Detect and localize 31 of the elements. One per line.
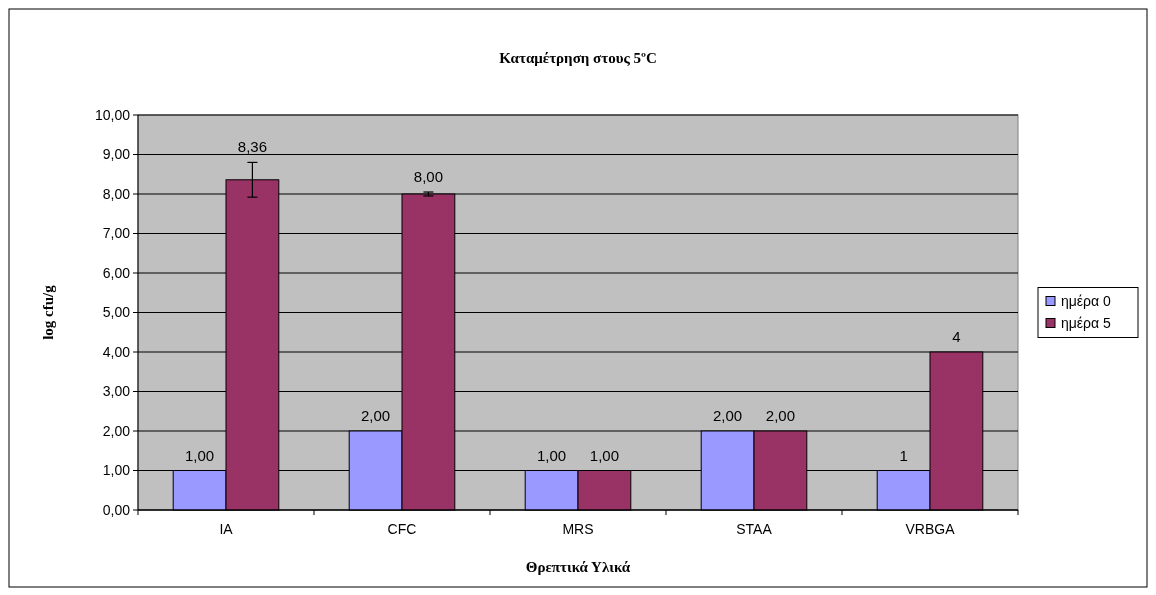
x-tick-label: MRS	[562, 521, 594, 537]
y-tick-label: 5,00	[102, 304, 131, 321]
y-tick-label: 0,00	[102, 501, 131, 518]
data-label: 8,00	[413, 168, 443, 186]
data-label: 2,00	[361, 407, 391, 424]
y-tick-label: 10,00	[94, 106, 131, 123]
chart-title: Καταμέτρηση στους 5ºC	[499, 50, 657, 66]
data-label: 1,00	[185, 446, 215, 464]
data-label: 1,00	[537, 446, 567, 464]
y-tick-label: 3,00	[102, 383, 131, 400]
x-tick-label: CFC	[387, 521, 417, 537]
y-tick-label: 8,00	[102, 185, 131, 202]
y-tick-label: 1,00	[102, 462, 131, 479]
x-axis-title: Θρεπτικά Υλικά	[525, 559, 631, 575]
y-tick-label: 9,00	[102, 146, 131, 163]
x-tick-label: IA	[219, 521, 234, 537]
x-tick-label: VRBGA	[905, 521, 956, 537]
data-label: 1	[899, 446, 908, 464]
data-label: 1,00	[589, 446, 619, 464]
legend-label: ημέρα 5	[1061, 315, 1112, 332]
data-label: 2,00	[713, 407, 743, 424]
y-axis-title: log cfu/g	[40, 284, 56, 340]
y-tick-label: 7,00	[102, 225, 131, 242]
x-tick-label: STAA	[736, 521, 773, 537]
data-label: 8,36	[237, 138, 267, 156]
legend-label: ημέρα 0	[1061, 293, 1112, 310]
y-tick-label: 2,00	[102, 422, 131, 439]
data-label: 4	[952, 328, 961, 345]
y-tick-label: 4,00	[102, 343, 131, 360]
data-label: 2,00	[765, 407, 795, 424]
y-tick-label: 6,00	[102, 264, 131, 281]
